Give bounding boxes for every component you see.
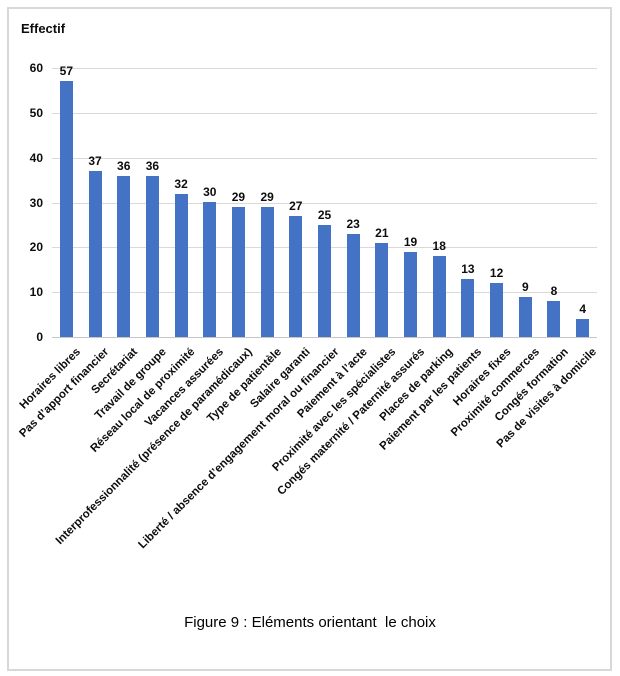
bar <box>461 279 475 337</box>
bar-value-label: 27 <box>289 199 303 213</box>
bar <box>375 243 389 337</box>
bar-value-label: 30 <box>203 185 217 199</box>
gridline <box>52 68 597 69</box>
bar <box>145 176 159 337</box>
bar-value-label: 8 <box>550 284 558 298</box>
y-axis-title: Effectif <box>21 21 66 36</box>
bar-value-label: 29 <box>260 190 274 204</box>
bar <box>289 216 303 337</box>
bar <box>260 207 274 337</box>
bar-value-label: 19 <box>403 235 418 249</box>
bar-value-label: 36 <box>145 159 160 173</box>
y-tick-label: 40 <box>29 150 43 165</box>
bar <box>490 283 504 337</box>
bar-value-label: 25 <box>317 208 332 222</box>
bar <box>174 194 188 337</box>
bar <box>346 234 360 337</box>
bar-value-label: 29 <box>231 190 246 204</box>
bar-value-label: 18 <box>432 239 446 253</box>
y-tick-label: 30 <box>29 195 43 210</box>
bar <box>547 301 561 337</box>
bar-value-label: 9 <box>521 280 529 294</box>
bar <box>404 252 418 337</box>
bar-value-label: 36 <box>117 159 131 173</box>
gridline <box>52 202 597 204</box>
y-tick-label: 10 <box>29 285 43 300</box>
bar-value-label: 23 <box>346 217 360 231</box>
bar-value-label: 13 <box>461 262 475 276</box>
y-tick-label: 50 <box>29 105 43 120</box>
y-tick-label: 20 <box>29 240 43 255</box>
bar <box>318 225 331 337</box>
bar-value-label: 12 <box>489 266 504 280</box>
gridline <box>52 112 597 114</box>
bar <box>518 297 532 337</box>
bar-value-label: 37 <box>88 154 102 168</box>
gridline <box>52 157 597 159</box>
bar <box>432 256 446 337</box>
bar-value-label: 32 <box>174 177 188 191</box>
x-axis-line <box>52 337 597 338</box>
bar-value-label: 57 <box>59 64 73 78</box>
bar-value-label: 21 <box>375 226 389 240</box>
bar-value-label: 4 <box>579 302 586 316</box>
figure-caption: Figure 9 : Eléments orientant le choix <box>184 614 436 631</box>
y-tick-label: 0 <box>36 330 43 344</box>
bar <box>117 176 131 337</box>
bar <box>576 319 590 337</box>
y-tick-label: 60 <box>29 61 43 75</box>
bar <box>203 202 217 337</box>
bar <box>231 207 245 337</box>
bar <box>88 171 102 337</box>
bar <box>59 81 73 337</box>
